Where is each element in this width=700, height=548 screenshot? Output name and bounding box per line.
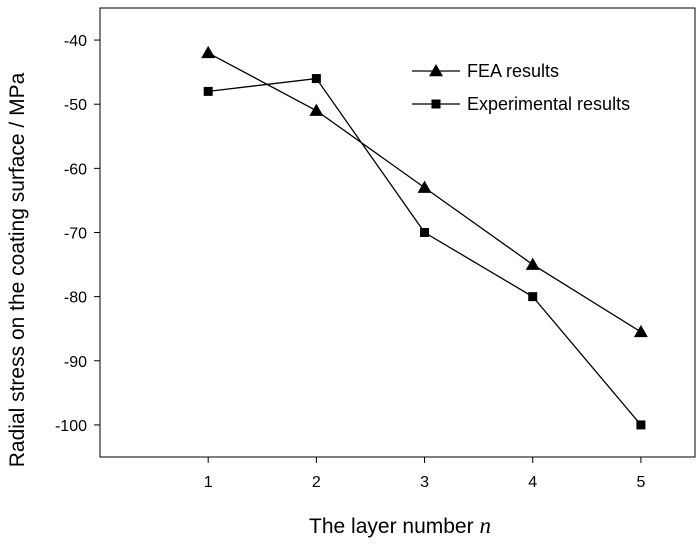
y-tick-label: -60 <box>64 161 87 178</box>
x-axis-label-text: The layer number <box>309 515 479 538</box>
legend-marker-experimental <box>431 99 441 109</box>
legend-marker-fea <box>429 64 443 77</box>
fea-data-point <box>525 257 540 270</box>
fea-data-point <box>201 45 216 59</box>
x-tick-label: 1 <box>204 474 213 491</box>
legend-label-experimental: Experimental results <box>467 94 630 114</box>
y-tick-label: -90 <box>64 354 87 371</box>
x-axis-label-variable: n <box>479 513 491 538</box>
experimental-data-point <box>311 74 321 84</box>
legend: FEA results Experimental results <box>412 61 630 114</box>
plot-axes: 1 2 3 4 5 -100 -90 -80 -70 -60 -50 -40 <box>55 7 696 491</box>
fea-data-point <box>309 103 324 116</box>
x-tick-label: 3 <box>420 474 429 491</box>
fea-data-point <box>633 324 648 338</box>
fea-data-point <box>417 180 432 193</box>
experimental-data-point <box>203 86 213 96</box>
x-tick-label: 5 <box>636 474 645 491</box>
experimental-series-line <box>208 77 642 426</box>
y-tick-label: -70 <box>64 226 87 243</box>
y-tick-label: -80 <box>64 290 87 307</box>
y-tick-label: -100 <box>55 418 87 435</box>
x-tick-label: 4 <box>528 474 537 491</box>
experimental-data-point <box>636 420 646 430</box>
x-tick-label: 2 <box>312 474 321 491</box>
plot-series <box>201 45 648 430</box>
y-tick-label: -50 <box>64 97 87 114</box>
legend-label-fea: FEA results <box>467 61 559 81</box>
x-axis-label: The layer number n <box>309 513 491 538</box>
y-axis-label: Radial stress on the coating surface / M… <box>6 72 29 467</box>
experimental-data-point <box>420 228 430 237</box>
experimental-data-point <box>528 292 538 302</box>
y-tick-label: -40 <box>64 33 87 50</box>
plot-frame <box>99 7 696 458</box>
